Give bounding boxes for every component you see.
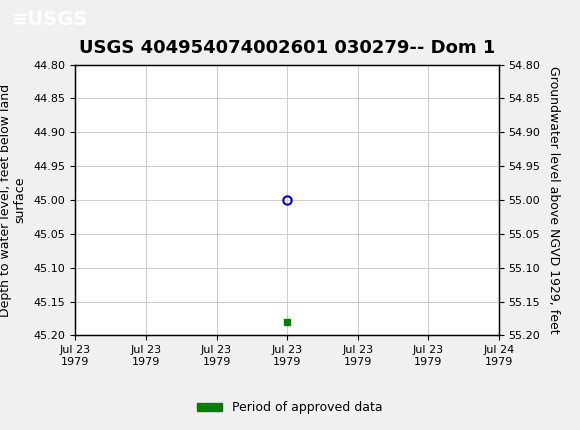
- Text: ≡USGS: ≡USGS: [12, 10, 88, 29]
- Title: USGS 404954074002601 030279-- Dom 1: USGS 404954074002601 030279-- Dom 1: [79, 40, 495, 57]
- Y-axis label: Depth to water level, feet below land
surface: Depth to water level, feet below land su…: [0, 83, 27, 316]
- Y-axis label: Groundwater level above NGVD 1929, feet: Groundwater level above NGVD 1929, feet: [548, 66, 560, 334]
- Legend: Period of approved data: Period of approved data: [192, 396, 388, 419]
